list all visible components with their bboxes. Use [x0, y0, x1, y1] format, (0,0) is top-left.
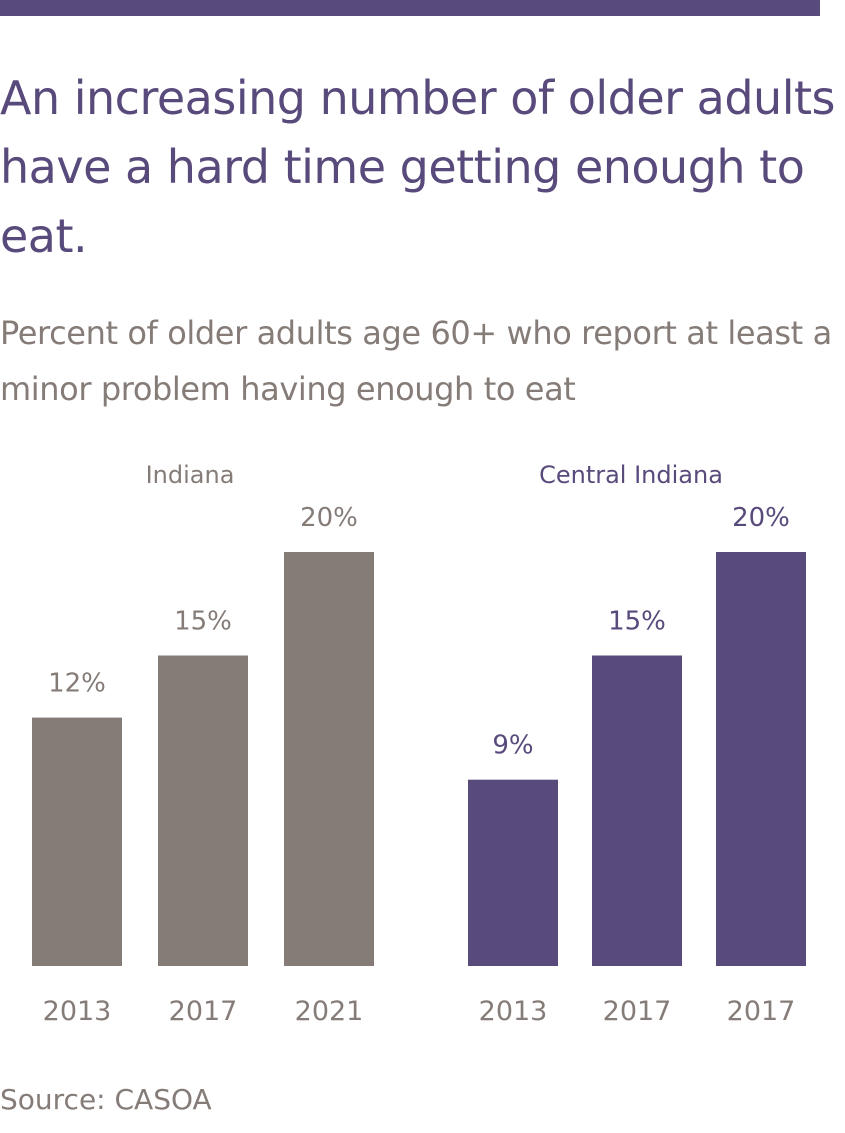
chart-panel-1: Central Indiana 9% 2013 15% 2017 20% 2017 — [468, 461, 806, 1027]
x-tick-label: 2021 — [295, 996, 364, 1027]
data-label: 20% — [300, 503, 358, 533]
bar-2013 — [468, 779, 558, 966]
source-note: Source: CASOA — [0, 1083, 212, 1116]
data-label: 9% — [492, 731, 533, 761]
bar-charts: Indiana 12% 2013 15% 2017 20% 2021 Central Indi… — [32, 461, 806, 1027]
x-tick-label: 2017 — [727, 996, 796, 1027]
x-tick-label: 2017 — [603, 996, 672, 1027]
page-title: An increasing number of older adults hav… — [0, 71, 835, 263]
data-label: 12% — [48, 669, 106, 699]
x-tick-label: 2013 — [43, 996, 112, 1027]
bar-2021 — [284, 552, 374, 966]
chart-title: Indiana — [146, 461, 235, 489]
bar-2017 — [716, 552, 806, 966]
top-accent-bar — [0, 0, 820, 16]
chart-title: Central Indiana — [539, 461, 723, 489]
x-tick-label: 2017 — [169, 996, 238, 1027]
x-tick-label: 2013 — [479, 996, 548, 1027]
chart-panel-0: Indiana 12% 2013 15% 2017 20% 2021 — [32, 461, 374, 1027]
data-label: 15% — [608, 607, 666, 637]
bar-2013 — [32, 717, 122, 966]
page-subtitle: Percent of older adults age 60+ who repo… — [0, 314, 832, 408]
bar-2017 — [592, 655, 682, 966]
data-label: 20% — [732, 503, 790, 533]
data-label: 15% — [174, 607, 232, 637]
bar-2017 — [158, 655, 248, 966]
